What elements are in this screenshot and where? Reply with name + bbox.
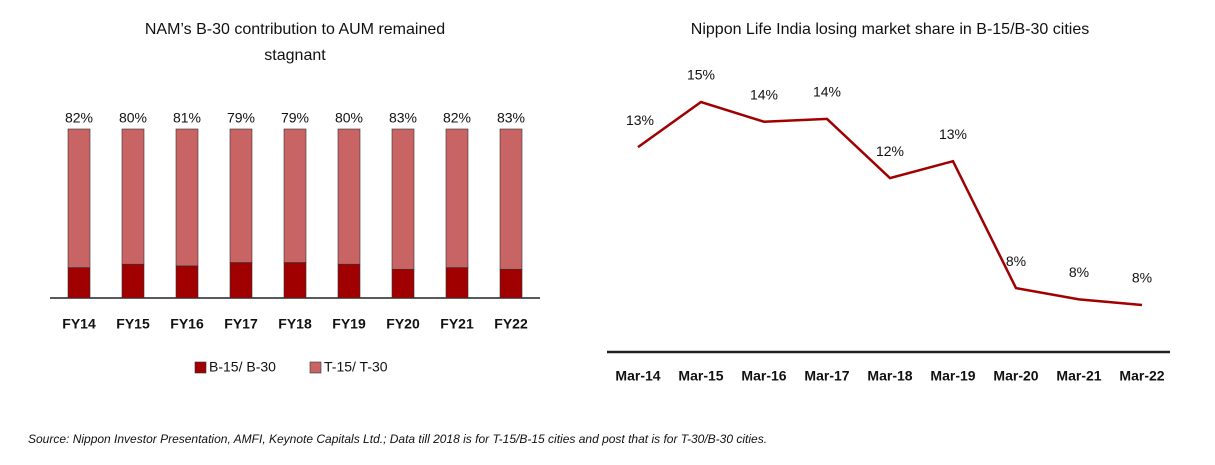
bar-segment	[445, 267, 469, 299]
bar-segment	[499, 268, 523, 299]
x-tick-label: FY16	[170, 316, 204, 332]
bar-segment	[337, 128, 361, 265]
x-tick-label: FY15	[116, 316, 150, 332]
legend-label: T-15/ T-30	[324, 359, 388, 375]
x-tick-label: FY17	[224, 316, 258, 332]
x-tick-label: Mar-19	[930, 368, 975, 384]
legend-swatch	[194, 361, 207, 374]
data-label: 81%	[173, 110, 201, 126]
bar-segment	[229, 262, 253, 299]
x-tick-label: Mar-18	[867, 368, 912, 384]
x-tick-label: Mar-21	[1056, 368, 1101, 384]
bar-segment	[67, 128, 91, 268]
bar-segment	[337, 263, 361, 299]
bar-segment	[121, 128, 145, 265]
x-tick-label: Mar-14	[615, 368, 660, 384]
data-label: 83%	[389, 110, 417, 126]
bar-segment	[175, 265, 199, 299]
x-tick-label: FY18	[278, 316, 312, 332]
data-label: 8%	[1006, 253, 1026, 269]
data-label: 79%	[281, 110, 309, 126]
line	[637, 100, 1143, 307]
data-label: 14%	[750, 86, 778, 102]
x-tick-label: FY14	[62, 316, 96, 332]
bar-segment	[229, 128, 253, 263]
data-label: 15%	[687, 67, 715, 83]
data-label: 8%	[1132, 270, 1152, 286]
bar-segment	[445, 128, 469, 268]
bar-segment	[391, 128, 415, 270]
data-label: 80%	[119, 110, 147, 126]
data-label: 8%	[1069, 264, 1089, 280]
x-tick-label: FY19	[332, 316, 366, 332]
x-tick-label: Mar-16	[741, 368, 786, 384]
data-label: 13%	[939, 126, 967, 142]
x-tick-label: Mar-20	[993, 368, 1038, 384]
data-label: 13%	[626, 112, 654, 128]
bar-segment	[283, 262, 307, 299]
data-label: 80%	[335, 110, 363, 126]
bar-segment	[67, 267, 91, 299]
x-tick-label: Mar-15	[678, 368, 723, 384]
source-note: Source: Nippon Investor Presentation, AM…	[28, 432, 767, 446]
data-label: 82%	[65, 110, 93, 126]
x-tick-label: Mar-22	[1119, 368, 1164, 384]
x-tick-label: Mar-17	[804, 368, 849, 384]
bar-segment	[499, 128, 523, 270]
data-label: 12%	[876, 143, 904, 159]
bar-segment	[121, 263, 145, 299]
chart-title: NAM’s B-30 contribution to AUM remained	[145, 21, 445, 38]
data-label: 83%	[497, 110, 525, 126]
legend-label: B-15/ B-30	[209, 359, 276, 375]
legend-swatch	[309, 361, 322, 374]
chart-title: Nippon Life India losing market share in…	[691, 21, 1089, 38]
x-tick-label: FY22	[494, 316, 528, 332]
bar-segment	[391, 268, 415, 299]
bar-segment	[175, 128, 199, 267]
x-tick-label: FY20	[386, 316, 420, 332]
data-label: 14%	[813, 84, 841, 100]
chart-title: stagnant	[264, 47, 326, 64]
x-tick-label: FY21	[440, 316, 474, 332]
bar-segment	[283, 128, 307, 263]
data-label: 82%	[443, 110, 471, 126]
data-label: 79%	[227, 110, 255, 126]
